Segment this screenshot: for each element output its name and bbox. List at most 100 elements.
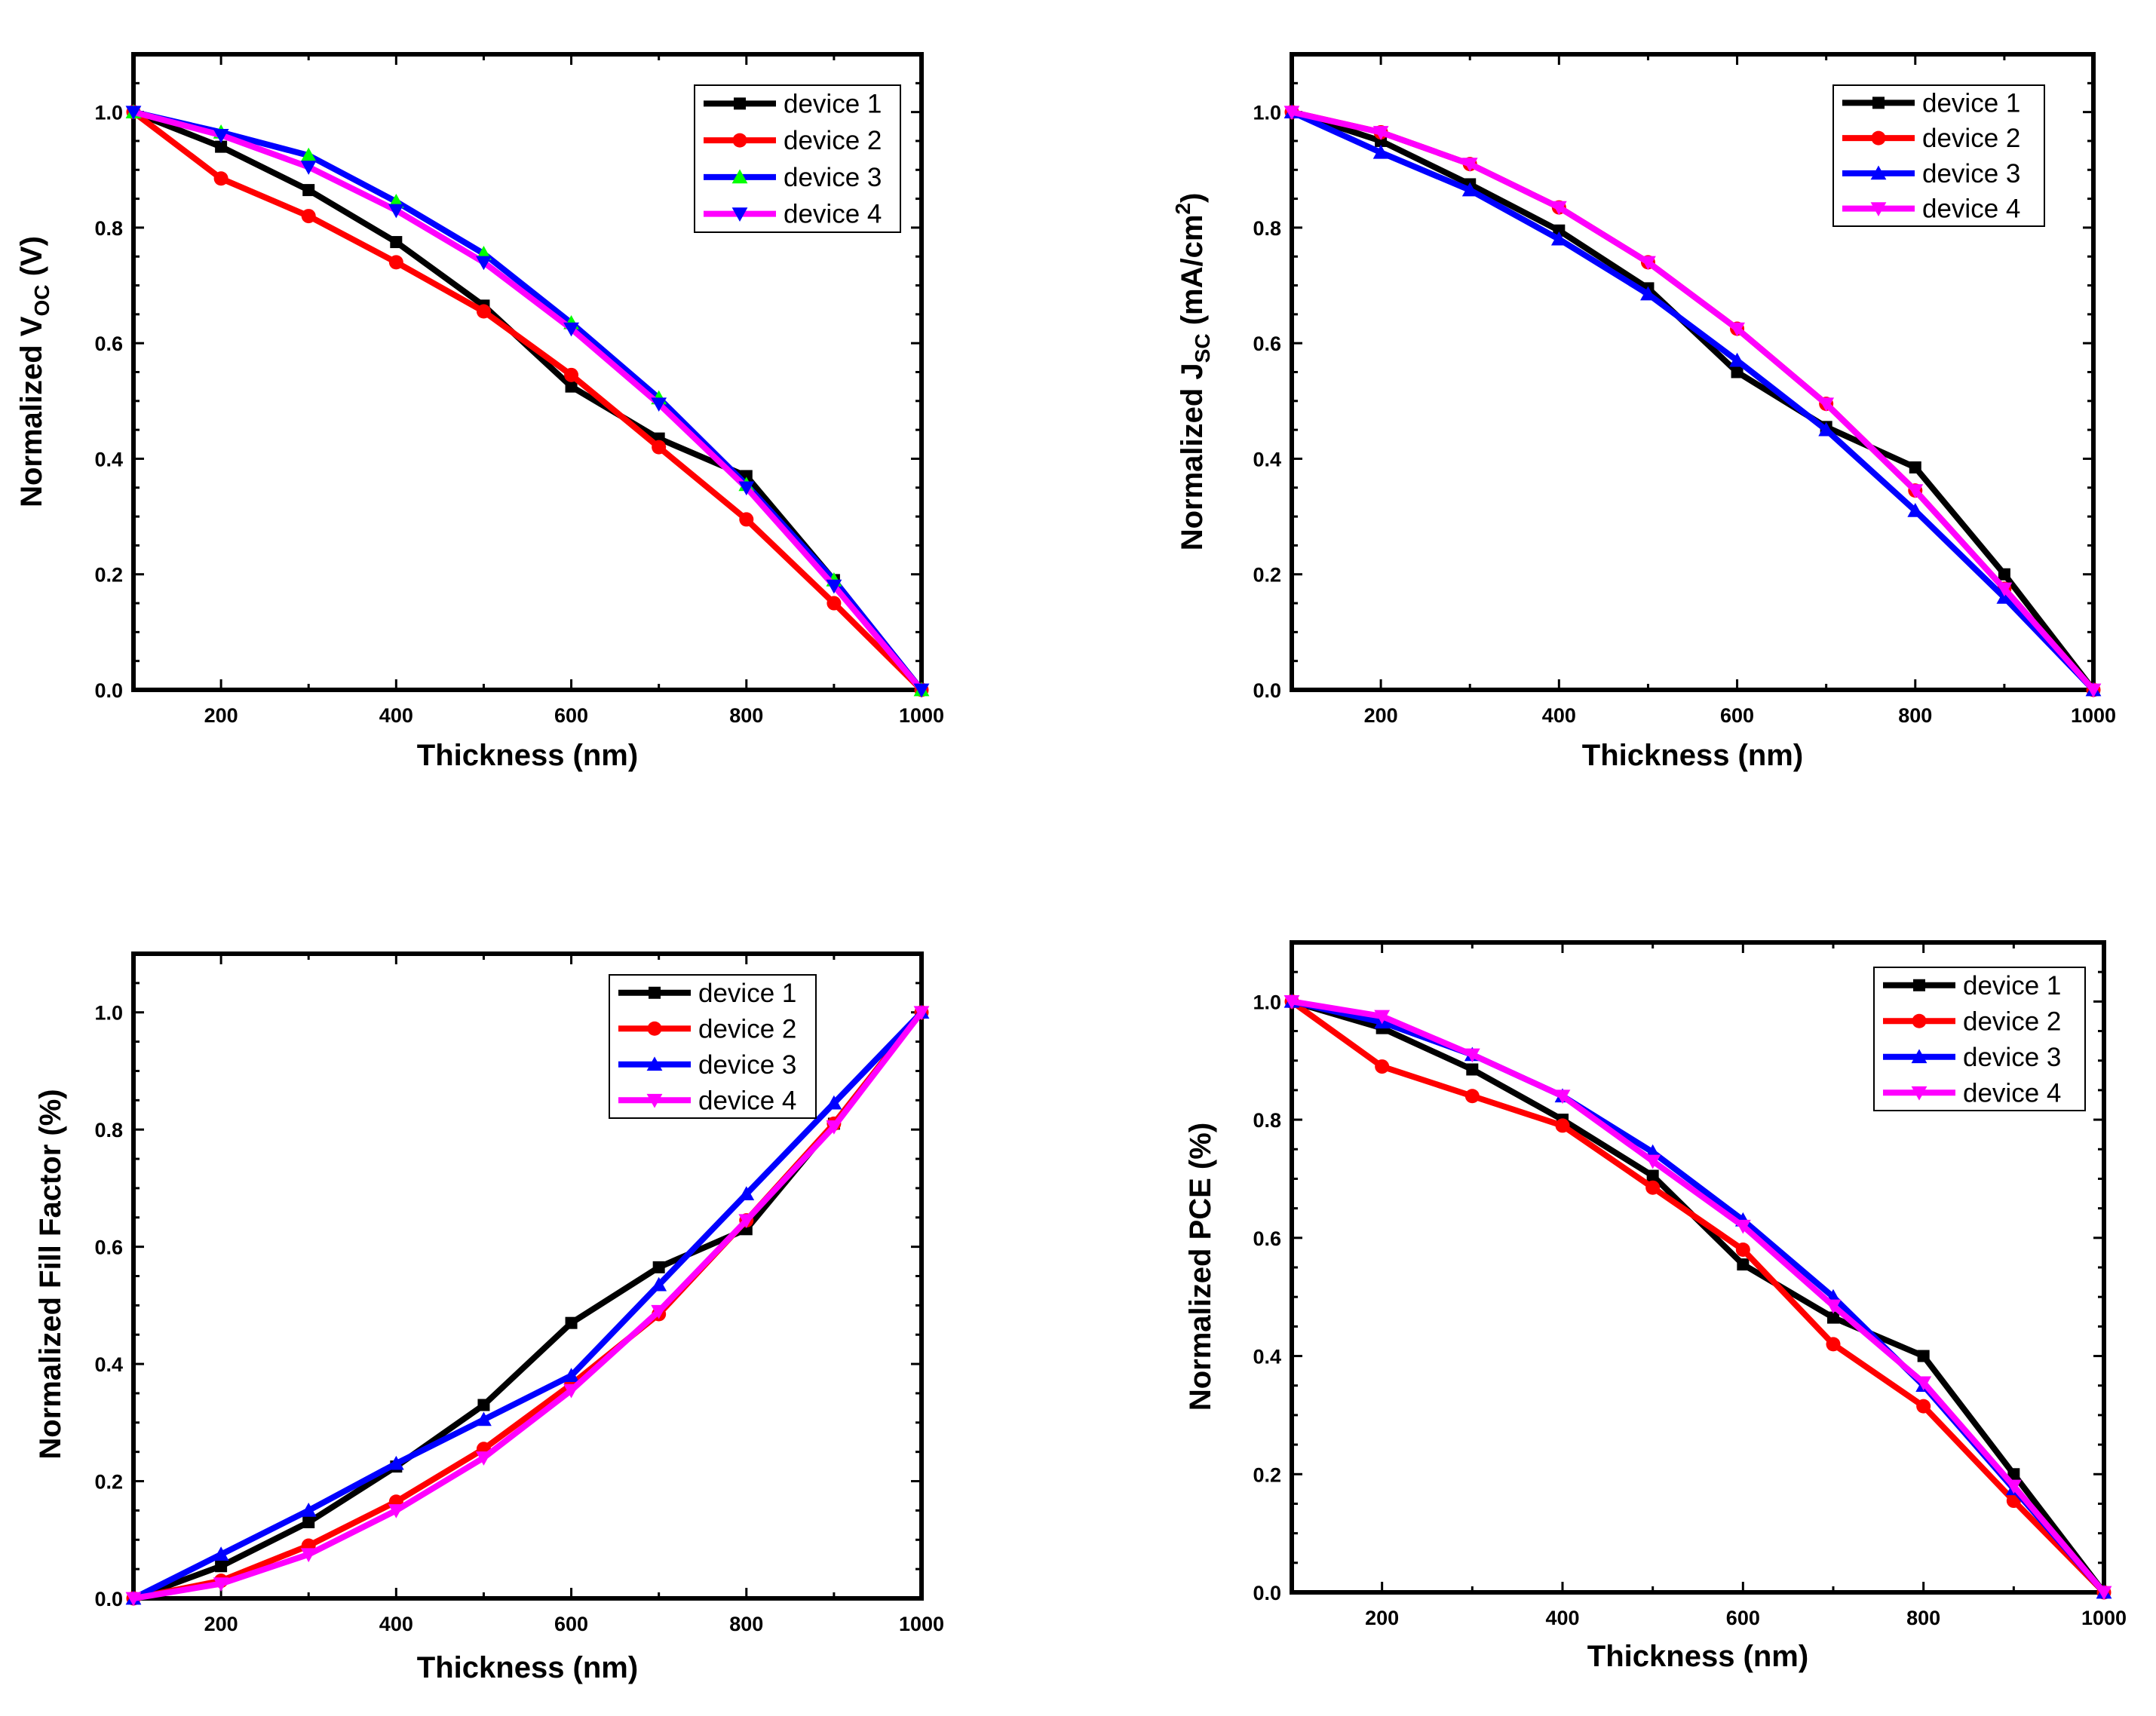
legend-marker-device-1 <box>649 986 661 999</box>
data-point-device-4 <box>738 1214 755 1229</box>
y-tick-label: 0.8 <box>94 217 123 240</box>
data-point-device-3 <box>651 1276 667 1292</box>
y-tick-label: 0.2 <box>1253 1463 1281 1486</box>
legend-marker-device-4 <box>1911 1086 1928 1101</box>
data-point-device-4 <box>1825 1299 1842 1314</box>
series-line-device-2 <box>131 109 924 692</box>
data-point-device-2 <box>564 367 579 382</box>
data-point-device-2 <box>476 304 491 319</box>
x-axis-title: Thickness (nm) <box>1587 1640 1808 1673</box>
legend-label-device-1: device 1 <box>1963 971 2061 1000</box>
data-point-device-1 <box>215 1560 228 1573</box>
y-axis-title-sub: SC <box>1191 333 1214 363</box>
y-axis-title: Normalized JSC (mA/cm2) <box>1171 193 1214 551</box>
x-tick-label: 400 <box>1545 1607 1579 1629</box>
x-tick-label: 600 <box>554 704 588 727</box>
x-tick-label: 200 <box>204 704 238 727</box>
x-tick-label: 1000 <box>2071 704 2116 727</box>
data-point-device-4 <box>1374 1010 1391 1025</box>
data-point-device-4 <box>651 397 667 412</box>
y-tick-label: 0.0 <box>94 679 123 702</box>
data-point-device-2 <box>1645 1180 1661 1195</box>
legend-marker-device-3 <box>1870 165 1887 180</box>
data-point-device-2 <box>1735 1242 1750 1257</box>
legend-label-device-2: device 2 <box>698 1014 796 1043</box>
data-point-device-1 <box>2007 1468 2020 1481</box>
data-point-device-1 <box>477 1399 490 1411</box>
data-point-device-3 <box>826 1095 842 1110</box>
y-tick-label: 0.8 <box>1253 1109 1281 1132</box>
legend-marker-device-4 <box>1870 202 1887 217</box>
y-axis-title-close: ) <box>1176 193 1209 203</box>
data-point-device-4 <box>2005 1479 2022 1494</box>
data-point-device-1 <box>1553 224 1566 237</box>
y-tick-label: 0.2 <box>94 564 123 587</box>
data-point-device-4 <box>300 1548 317 1563</box>
y-axis-title-tail: (mA/cm <box>1176 215 1209 334</box>
y-tick-label: 1.0 <box>1253 102 1281 124</box>
x-tick-label: 800 <box>1898 704 1932 727</box>
legend-marker-device-2 <box>1871 130 1886 146</box>
data-point-device-1 <box>1466 1063 1479 1076</box>
y-tick-label: 0.4 <box>1253 448 1281 470</box>
y-tick-label: 0.6 <box>94 332 123 355</box>
legend-marker-device-1 <box>1913 979 1925 991</box>
y-tick-label: 0.2 <box>94 1471 123 1494</box>
x-tick-label: 600 <box>554 1613 588 1635</box>
data-point-device-1 <box>1737 1258 1750 1271</box>
data-point-device-1 <box>565 1316 578 1329</box>
x-tick-label: 1000 <box>899 1613 944 1635</box>
series-line-device-4 <box>1291 109 2096 692</box>
legend-label-device-4: device 4 <box>1922 195 2020 224</box>
legend-label-device-3: device 3 <box>1922 159 2020 188</box>
legend-label-device-1: device 1 <box>784 89 882 118</box>
legend-label-device-4: device 4 <box>1963 1078 2061 1108</box>
data-point-device-2 <box>652 440 667 455</box>
x-tick-label: 200 <box>1365 1607 1399 1629</box>
data-point-device-4 <box>913 683 930 698</box>
legend-marker-device-1 <box>1872 97 1885 109</box>
data-point-device-4 <box>300 161 317 175</box>
data-point-device-4 <box>1915 1376 1932 1391</box>
data-point-device-1 <box>1909 461 1921 473</box>
y-axis-title-main: Normalized V <box>15 316 48 507</box>
data-point-device-2 <box>827 596 842 611</box>
data-point-device-3 <box>1461 182 1478 197</box>
data-point-device-4 <box>826 579 842 594</box>
data-point-device-4 <box>125 106 142 121</box>
data-point-device-1 <box>1998 568 2010 581</box>
x-tick-label: 1000 <box>2081 1607 2127 1629</box>
data-point-device-1 <box>1731 366 1744 378</box>
data-point-device-3 <box>213 1546 229 1561</box>
legend-marker-device-3 <box>1911 1049 1928 1064</box>
data-point-device-4 <box>213 1577 229 1592</box>
data-point-device-4 <box>213 128 229 143</box>
data-point-device-4 <box>1464 1048 1480 1063</box>
data-point-device-1 <box>302 184 315 197</box>
x-axis-title: Thickness (nm) <box>417 739 638 772</box>
y-tick-label: 0.4 <box>94 1353 123 1376</box>
legend-marker-device-3 <box>731 169 748 184</box>
data-point-device-4 <box>388 204 404 219</box>
x-axis-title: Thickness (nm) <box>1582 739 1803 772</box>
y-axis-title-sup: 2 <box>1171 203 1195 215</box>
legend-label-device-3: device 3 <box>784 163 882 192</box>
data-point-device-3 <box>1372 144 1389 159</box>
data-point-device-4 <box>1818 397 1835 412</box>
series-line-device-4 <box>133 1010 925 1601</box>
data-point-device-4 <box>1461 158 1478 173</box>
data-point-device-4 <box>2096 1586 2112 1601</box>
data-point-device-4 <box>913 1006 930 1021</box>
data-point-device-3 <box>1550 231 1567 246</box>
x-tick-label: 600 <box>1720 704 1754 727</box>
data-point-device-4 <box>738 481 755 496</box>
data-point-device-4 <box>563 1384 579 1399</box>
y-tick-label: 0.8 <box>94 1119 123 1141</box>
data-point-device-4 <box>388 1504 404 1518</box>
data-point-device-2 <box>301 209 316 224</box>
data-point-device-3 <box>1640 286 1656 301</box>
legend-marker-device-4 <box>731 207 748 222</box>
x-tick-label: 200 <box>204 1613 238 1635</box>
series-line-device-2 <box>1290 999 2106 1595</box>
data-point-device-3 <box>1907 503 1924 517</box>
